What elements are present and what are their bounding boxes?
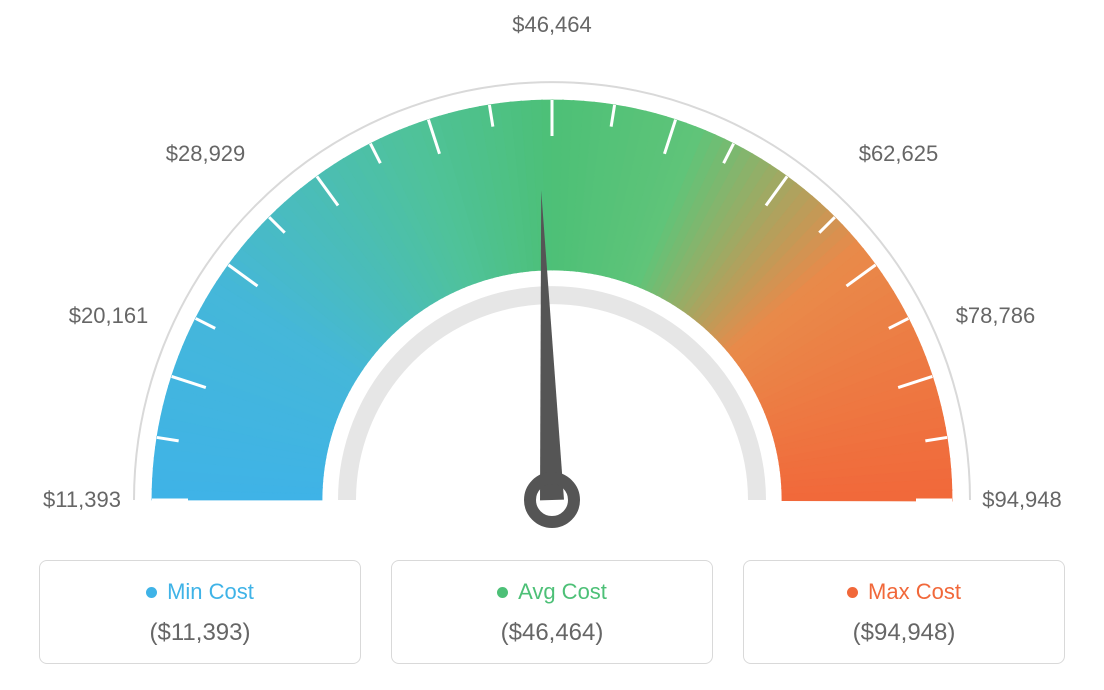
scale-label: $28,929 bbox=[166, 141, 246, 167]
legend-title-text: Min Cost bbox=[167, 579, 254, 605]
scale-label: $20,161 bbox=[69, 303, 149, 329]
legend-value: ($46,464) bbox=[392, 619, 712, 647]
legend-card: Avg Cost ($46,464) bbox=[391, 560, 713, 664]
legend-title: Min Cost bbox=[146, 579, 254, 605]
legend-title: Avg Cost bbox=[497, 579, 607, 605]
scale-label: $94,948 bbox=[982, 487, 1062, 513]
scale-label: $11,393 bbox=[43, 487, 121, 513]
legend-title-text: Max Cost bbox=[868, 579, 961, 605]
legend-card: Min Cost ($11,393) bbox=[39, 560, 361, 664]
cost-gauge-chart: $11,393$20,161$28,929$46,464$62,625$78,7… bbox=[22, 20, 1082, 540]
legend-value: ($94,948) bbox=[744, 619, 1064, 647]
legend-title: Max Cost bbox=[847, 579, 961, 605]
scale-label: $46,464 bbox=[512, 12, 592, 38]
legend-row: Min Cost ($11,393) Avg Cost ($46,464) Max Co… bbox=[22, 560, 1082, 664]
legend-dot-icon bbox=[497, 587, 508, 598]
legend-dot-icon bbox=[146, 587, 157, 598]
scale-label: $78,786 bbox=[956, 303, 1036, 329]
legend-dot-icon bbox=[847, 587, 858, 598]
legend-value: ($11,393) bbox=[40, 619, 360, 647]
legend-card: Max Cost ($94,948) bbox=[743, 560, 1065, 664]
scale-label: $62,625 bbox=[859, 141, 939, 167]
gauge-svg bbox=[22, 20, 1082, 540]
legend-title-text: Avg Cost bbox=[518, 579, 607, 605]
